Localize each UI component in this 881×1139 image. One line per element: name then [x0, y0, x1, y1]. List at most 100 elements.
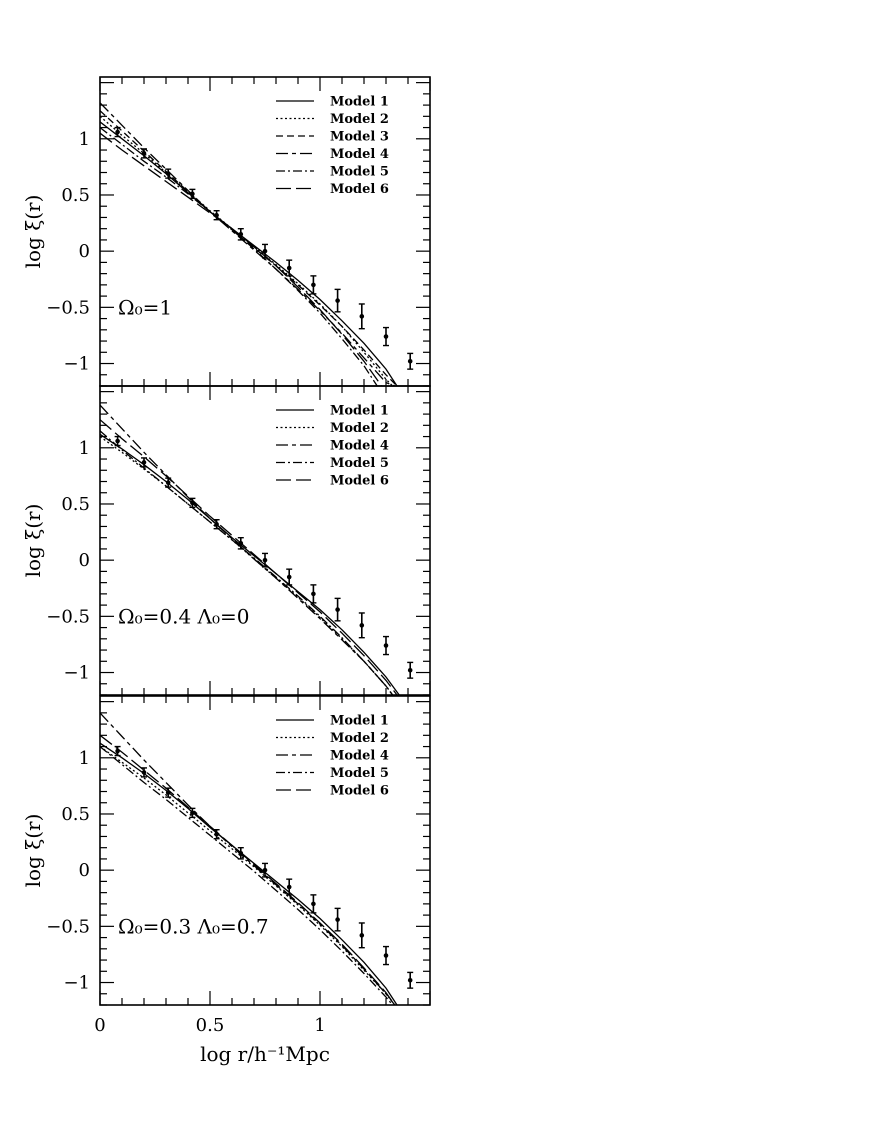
legend-label: Model 5: [330, 165, 389, 180]
data-point: [115, 438, 120, 444]
legend-label: Model 2: [330, 421, 389, 436]
data-point: [383, 334, 389, 339]
data-point: [214, 521, 219, 527]
data-point: [115, 129, 120, 135]
data-point: [286, 265, 292, 271]
data-point: [335, 607, 340, 612]
data-point: [190, 810, 195, 816]
y-tick-label: −0.5: [46, 916, 90, 937]
model-curves: [100, 102, 398, 386]
y-tick-label: −1: [63, 354, 90, 375]
data-point: [359, 933, 365, 938]
x-tick-label: 0: [94, 1015, 105, 1036]
data-point: [238, 851, 244, 856]
legend-label: Model 4: [330, 749, 389, 764]
y-tick-label: −1: [63, 973, 90, 994]
legend: Model 1 Model 2 Model 4 Model 5 Model 6: [276, 404, 389, 489]
data-point: [286, 884, 292, 890]
y-tick-label: −0.5: [46, 297, 90, 318]
curve-model-6: [100, 734, 396, 1005]
data-point: [359, 623, 365, 628]
data-point: [190, 500, 195, 506]
data-point: [311, 901, 316, 907]
y-tick-label: 0.5: [61, 804, 90, 825]
x-tick-label: 0.5: [196, 1015, 225, 1036]
data-point: [262, 248, 268, 254]
data-point: [165, 790, 171, 795]
curve-model-1: [100, 433, 400, 695]
curve-model-2: [100, 115, 394, 386]
data-point: [286, 574, 292, 580]
data-point: [262, 867, 268, 873]
y-tick-label: 1: [79, 748, 90, 769]
curve-model-2: [100, 746, 396, 1005]
observed-points: [114, 745, 414, 989]
model-curves: [100, 712, 398, 1005]
legend-label: Model 6: [330, 182, 389, 197]
data-point: [311, 591, 316, 597]
legend-label: Model 1: [330, 95, 389, 110]
y-tick-label: 0.5: [61, 185, 90, 206]
legend: Model 1 Model 2 Model 4 Model 5 Model 6: [276, 714, 389, 799]
data-point: [311, 282, 316, 288]
curve-model-4: [100, 712, 396, 1005]
legend: Model 1 Model 2 Model 3 Model 4 Model 5 Model…: [276, 95, 389, 197]
y-tick-label: 0: [79, 860, 90, 881]
data-point: [141, 460, 147, 465]
data-point: [407, 667, 413, 673]
curve-model-1: [100, 742, 398, 1005]
y-tick-label: 1: [79, 129, 90, 150]
observed-points: [114, 126, 414, 370]
data-point: [335, 298, 340, 303]
data-point: [214, 212, 219, 218]
curve-model-5: [100, 127, 378, 386]
y-tick-label: 0.5: [61, 494, 90, 515]
data-point: [165, 171, 171, 176]
x-tick-label: 1: [314, 1015, 325, 1036]
legend-label: Model 4: [330, 147, 389, 162]
y-tick-label: 0: [79, 241, 90, 262]
curve-model-6: [100, 419, 398, 695]
observed-points: [114, 435, 414, 679]
panel-label: Ω₀=0.3 Λ₀=0.7: [118, 914, 269, 938]
plot-frame: [99, 695, 431, 1006]
data-point: [115, 748, 120, 754]
curve-model-2: [100, 436, 394, 695]
data-point: [335, 917, 340, 922]
plot-frame: [99, 385, 431, 696]
panel-3: 1 0.5 0 −0.5 −1 log ξ(r) Ω₀=0.3 Λ₀=0.7 Model 1 M…: [21, 695, 431, 1006]
curve-model-5: [100, 430, 394, 695]
legend-label: Model 6: [330, 784, 389, 799]
data-point: [141, 151, 147, 156]
data-point: [383, 643, 389, 648]
data-point: [238, 232, 244, 237]
legend-label: Model 1: [330, 404, 389, 419]
y-tick-label: 0: [79, 550, 90, 571]
panel-label: Ω₀=1: [118, 295, 172, 319]
data-point: [359, 314, 365, 319]
legend-label: Model 2: [330, 731, 389, 746]
curve-model-1: [100, 121, 398, 386]
y-tick-label: 1: [79, 438, 90, 459]
data-point: [190, 191, 195, 197]
data-point: [262, 557, 268, 563]
data-point: [141, 770, 147, 775]
legend-label: Model 4: [330, 439, 389, 454]
legend-label: Model 1: [330, 714, 389, 729]
curve-model-4: [100, 404, 394, 695]
curve-model-6: [100, 132, 383, 386]
data-point: [238, 541, 244, 546]
y-axis-title: log ξ(r): [21, 814, 45, 888]
legend-label: Model 6: [330, 474, 389, 489]
data-point: [383, 953, 389, 958]
x-axis-title: log r/h⁻¹Mpc: [200, 1042, 330, 1066]
curve-model-4: [100, 102, 396, 386]
legend-label: Model 5: [330, 456, 389, 471]
data-point: [165, 480, 171, 485]
y-tick-label: −0.5: [46, 606, 90, 627]
data-point: [214, 831, 219, 837]
data-point: [407, 358, 413, 364]
